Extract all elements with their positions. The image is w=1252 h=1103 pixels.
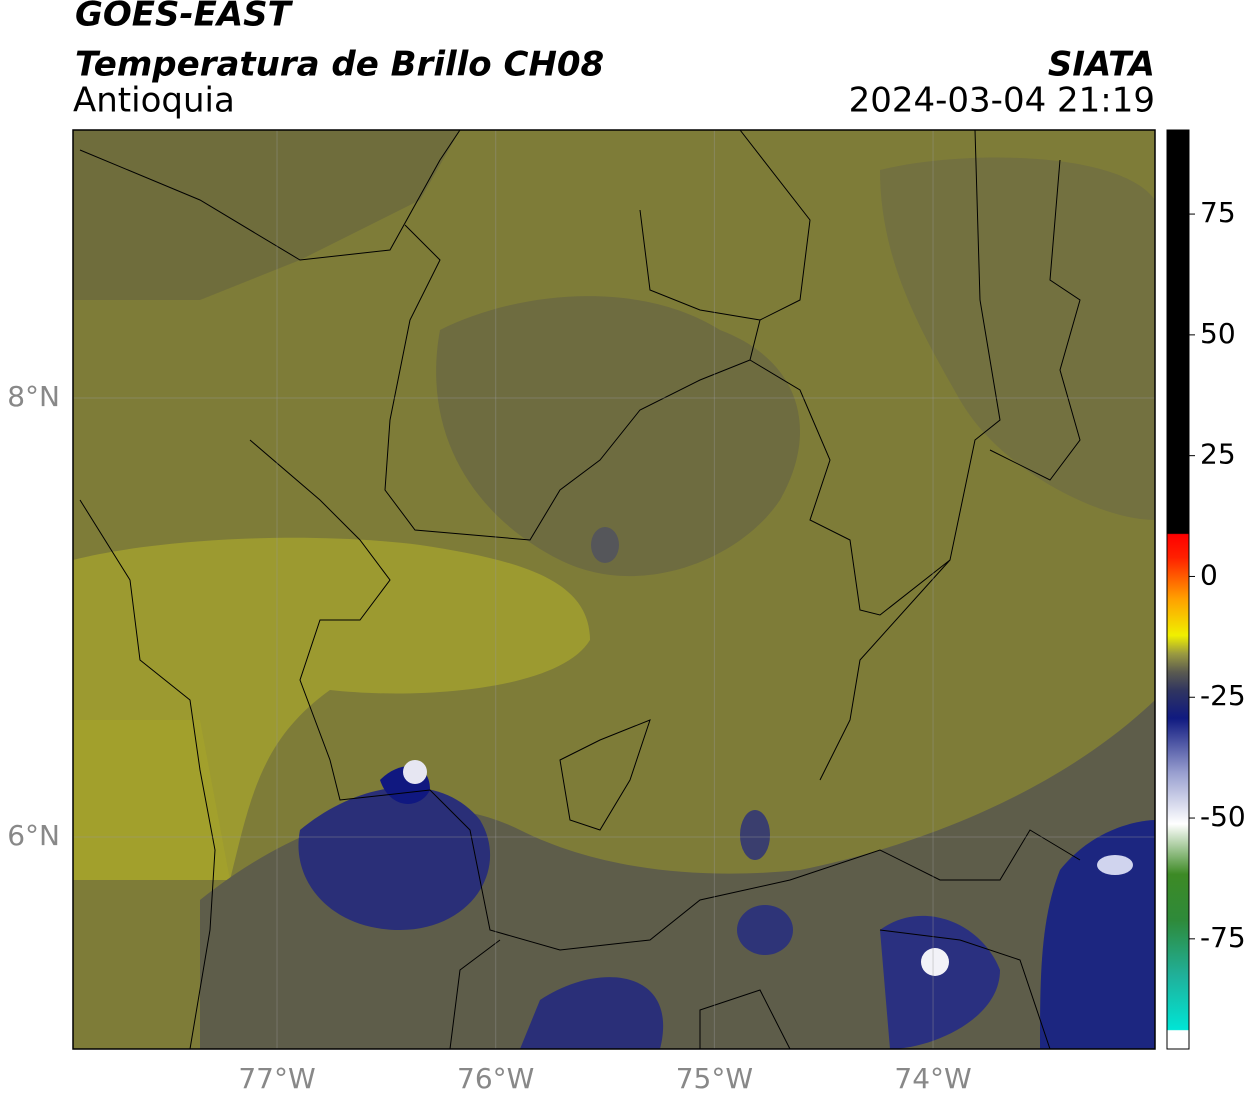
datetime: 2024-03-04 21:19 xyxy=(849,81,1155,121)
title: GOES-EAST xyxy=(75,0,294,35)
x-tick-label: 76°W xyxy=(457,1062,534,1095)
colorbar-tick-label: -50 xyxy=(1200,800,1246,833)
region: Antioquia xyxy=(73,81,235,121)
colorbar xyxy=(1166,129,1190,1050)
graticule xyxy=(73,130,1155,1049)
x-tick-label: 75°W xyxy=(676,1062,753,1095)
y-tick-label: 6°N xyxy=(7,819,60,852)
map-frame xyxy=(72,129,1156,1050)
satellite-image xyxy=(73,130,1155,1049)
colorbar-tick-label: 25 xyxy=(1200,438,1236,471)
y-tick-label: 8°N xyxy=(7,380,60,413)
x-tick-label: 77°W xyxy=(238,1062,315,1095)
colorbar-tick-label: 50 xyxy=(1200,317,1236,350)
x-tick-label: 74°W xyxy=(894,1062,971,1095)
colorbar-tick-label: 75 xyxy=(1200,196,1236,229)
colorbar-tick-label: -25 xyxy=(1200,679,1246,712)
borders xyxy=(79,130,1081,1049)
colorbar-tick-label: 0 xyxy=(1200,558,1218,591)
source: SIATA xyxy=(1048,45,1155,85)
colorbar-tick-label: -75 xyxy=(1200,921,1246,954)
subtitle: Temperatura de Brillo CH08 xyxy=(75,45,604,85)
